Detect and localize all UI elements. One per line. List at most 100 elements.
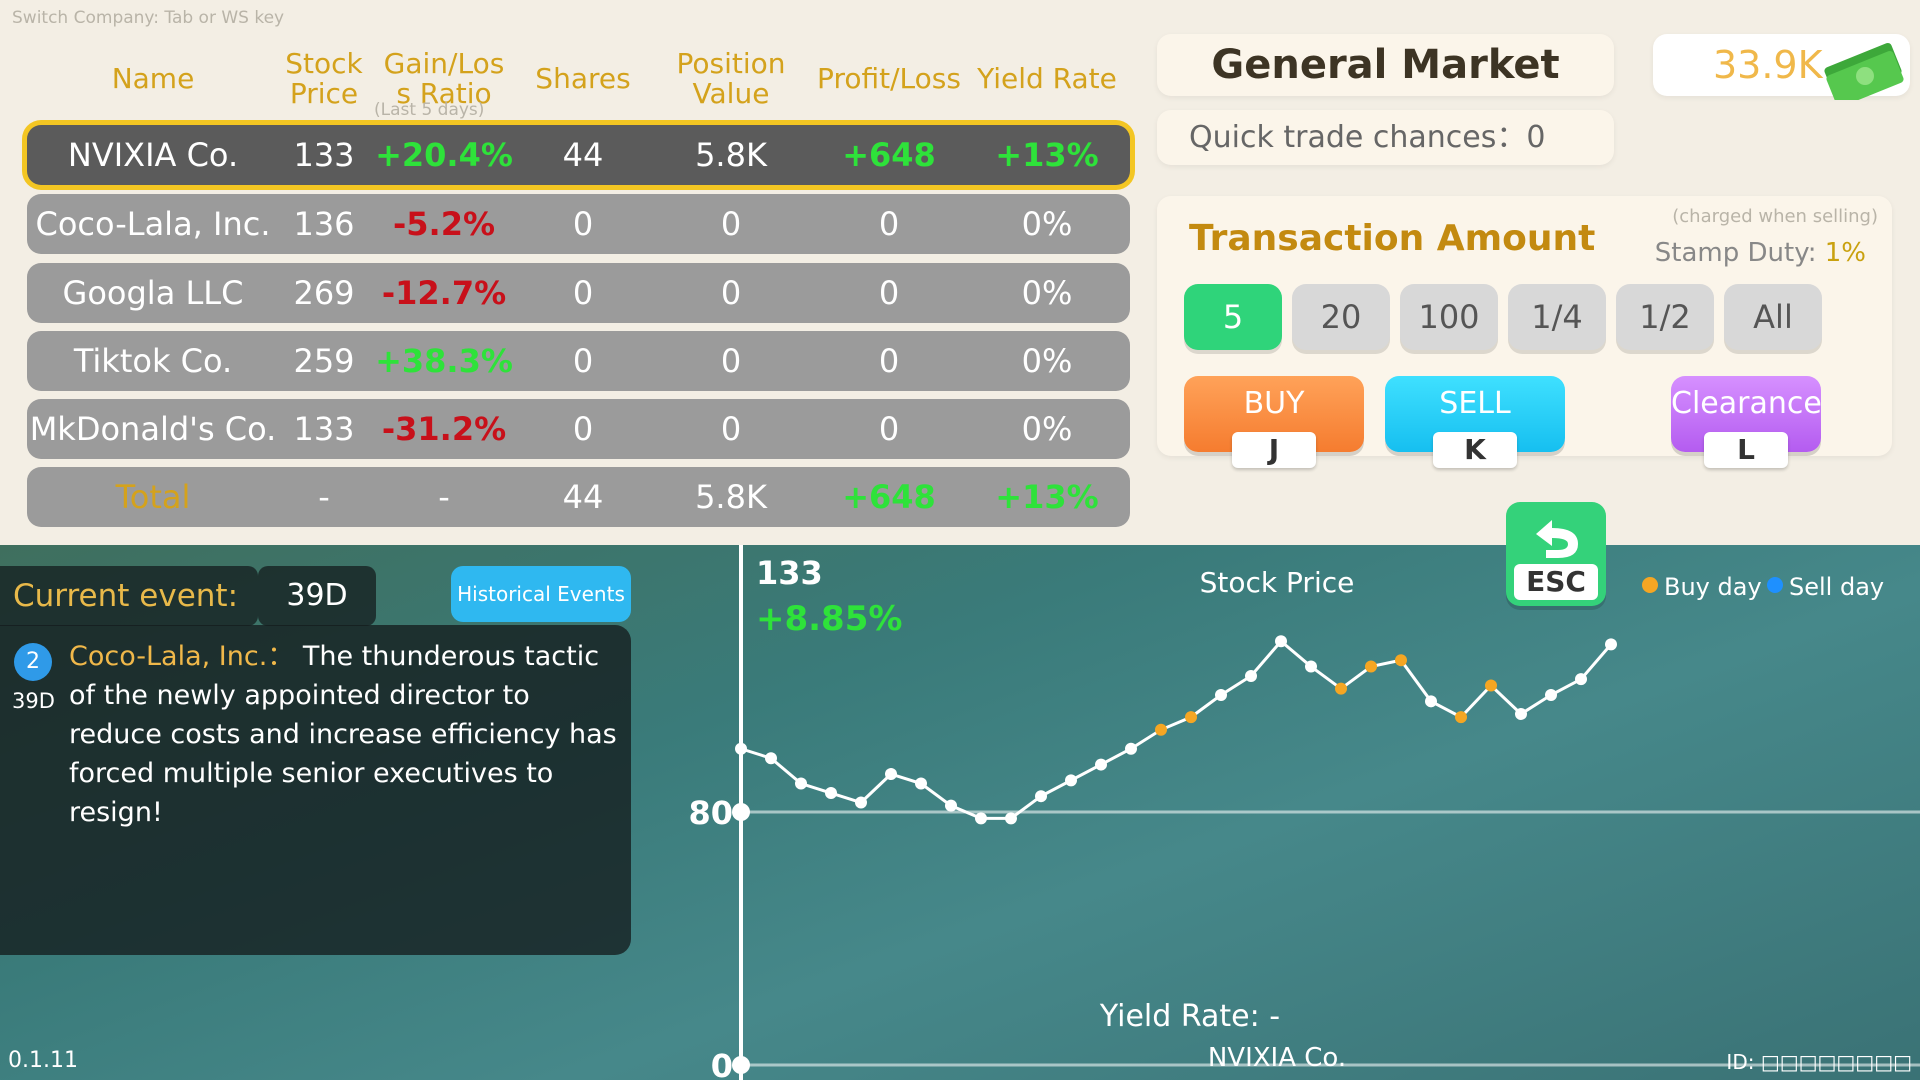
- total-row: Total - - 44 5.8K +648 +13%: [27, 467, 1130, 527]
- table-cell: +648: [842, 136, 936, 174]
- table-cell: 133: [293, 136, 355, 174]
- banknote-emblem: [1856, 67, 1874, 85]
- table-cell: 0: [720, 274, 742, 312]
- table-cell: 0%: [1021, 410, 1073, 448]
- quick-trade: Quick trade chances：0: [1189, 120, 1546, 155]
- table-cell: -31.2%: [381, 410, 507, 448]
- column-header: Shares: [535, 62, 631, 95]
- action-key: L: [1704, 432, 1788, 468]
- transaction-title: Transaction Amount: [1189, 218, 1596, 259]
- esc-button[interactable]: ESC: [1506, 502, 1606, 606]
- table-cell: 0%: [1021, 342, 1073, 380]
- amount-button[interactable]: 1/2: [1616, 284, 1714, 350]
- market-title: General Market: [1211, 42, 1560, 88]
- table-cell: -5.2%: [392, 205, 496, 243]
- table-cell: +20.4%: [375, 136, 513, 174]
- table-cell: 0: [720, 410, 742, 448]
- table-cell: 0: [720, 342, 742, 380]
- table-cell: 0: [572, 342, 594, 380]
- table-cell: 259: [293, 342, 355, 380]
- table-cell: 44: [562, 136, 604, 174]
- table-cell: 0: [572, 274, 594, 312]
- table-cell: 0: [878, 205, 900, 243]
- table-cell: +38.3%: [375, 342, 513, 380]
- stamp-duty-label: Stamp Duty:: [1654, 238, 1817, 268]
- table-cell: 0%: [1021, 274, 1073, 312]
- stock-row[interactable]: Coco-Lala, Inc. 136 -5.2% 0 0 0 0%: [27, 194, 1130, 254]
- table-cell: NVIXIA Co.: [67, 136, 239, 174]
- table-cell: Tiktok Co.: [73, 342, 233, 380]
- amount-button[interactable]: All: [1724, 284, 1822, 350]
- table-cell: +648: [842, 478, 936, 516]
- action-button[interactable]: SELL K: [1385, 376, 1565, 468]
- hint: Switch Company: Tab or WS key: [12, 8, 285, 28]
- event-days-box: 39D: [258, 566, 376, 626]
- event-label-box: Current event:: [0, 566, 258, 626]
- market-title-box: General Market: [1157, 34, 1614, 96]
- table-cell: 0: [720, 205, 742, 243]
- action-button[interactable]: Clearance L: [1671, 376, 1822, 468]
- table-cell: Googla LLC: [62, 274, 244, 312]
- table-cell: Total: [115, 478, 191, 516]
- quick-trade-box: Quick trade chances：0: [1157, 110, 1614, 165]
- esc-key: ESC: [1514, 564, 1598, 600]
- event-label: Current event:: [13, 578, 239, 614]
- action-label: BUY: [1243, 386, 1305, 421]
- table-cell: 5.8K: [695, 136, 767, 174]
- event-text: Coco-Lala, Inc.： The thunderous tactic o…: [69, 637, 629, 832]
- version: 0.1.11: [8, 1048, 78, 1073]
- table-cell: 44: [562, 478, 604, 516]
- money: 33.9K: [1713, 43, 1823, 87]
- action-key: K: [1433, 432, 1517, 468]
- event-badge: 2: [14, 643, 52, 681]
- table-cell: 5.8K: [695, 478, 767, 516]
- table-cell: Coco-Lala, Inc.: [35, 205, 271, 243]
- column-header: Profit/Loss: [817, 62, 961, 95]
- column-header: Gain/Loss Ratio: [383, 47, 505, 110]
- table-cell: -: [438, 478, 450, 516]
- stock-row[interactable]: NVIXIA Co. 133 +20.4% 44 5.8K +648 +13%: [27, 125, 1130, 185]
- column-header: Stock Price: [285, 47, 363, 110]
- column-header: Position Value: [676, 47, 786, 110]
- event-days: 39D: [286, 578, 348, 613]
- amount-button[interactable]: 20: [1292, 284, 1390, 350]
- table-cell: 0: [878, 342, 900, 380]
- table-cell: -: [318, 478, 330, 516]
- event-description: The thunderous tactic of the newly appoi…: [69, 641, 617, 828]
- table-cell: 0: [572, 410, 594, 448]
- stock-row[interactable]: Googla LLC 269 -12.7% 0 0 0 0%: [27, 263, 1130, 323]
- event-panel: 2 39D Coco-Lala, Inc.： The thunderous tact…: [0, 625, 631, 955]
- stamp-duty: Stamp Duty: 1%: [1655, 238, 1866, 268]
- money-box: 33.9K: [1653, 34, 1910, 100]
- historical-events-button[interactable]: Historical Events: [451, 566, 631, 622]
- amount-button[interactable]: 100: [1400, 284, 1498, 350]
- table-cell: 269: [293, 274, 355, 312]
- stock-row[interactable]: MkDonald's Co. 133 -31.2% 0 0 0 0%: [27, 399, 1130, 459]
- table-cell: MkDonald's Co.: [29, 410, 277, 448]
- event-item-days: 39D: [12, 689, 55, 713]
- back-arrow: [1536, 520, 1578, 558]
- action-button[interactable]: BUY J: [1184, 376, 1364, 468]
- column-header: Yield Rate: [977, 62, 1117, 95]
- back-icon: [1536, 520, 1578, 558]
- table-cell: 0%: [1021, 205, 1073, 243]
- action-label: Clearance: [1671, 386, 1822, 421]
- table-cell: 0: [572, 205, 594, 243]
- player-id: ID: □□□□□□□□: [1726, 1050, 1912, 1074]
- action-label: SELL: [1439, 386, 1511, 421]
- amount-button[interactable]: 5: [1184, 284, 1282, 350]
- table-cell: +13%: [995, 478, 1099, 516]
- amount-button[interactable]: 1/4: [1508, 284, 1606, 350]
- stock-row[interactable]: Tiktok Co. 259 +38.3% 0 0 0 0%: [27, 331, 1130, 391]
- table-cell: +13%: [995, 136, 1099, 174]
- column-header: Name: [111, 62, 195, 95]
- stamp-duty-value: 1%: [1824, 238, 1866, 268]
- column-subheader: (Last 5 days): [374, 100, 485, 120]
- event-company: Coco-Lala, Inc.：: [69, 641, 295, 672]
- stamp-duty-note: (charged when selling): [1672, 206, 1878, 227]
- action-key: J: [1232, 432, 1316, 468]
- table-cell: 0: [878, 274, 900, 312]
- table-cell: 133: [293, 410, 355, 448]
